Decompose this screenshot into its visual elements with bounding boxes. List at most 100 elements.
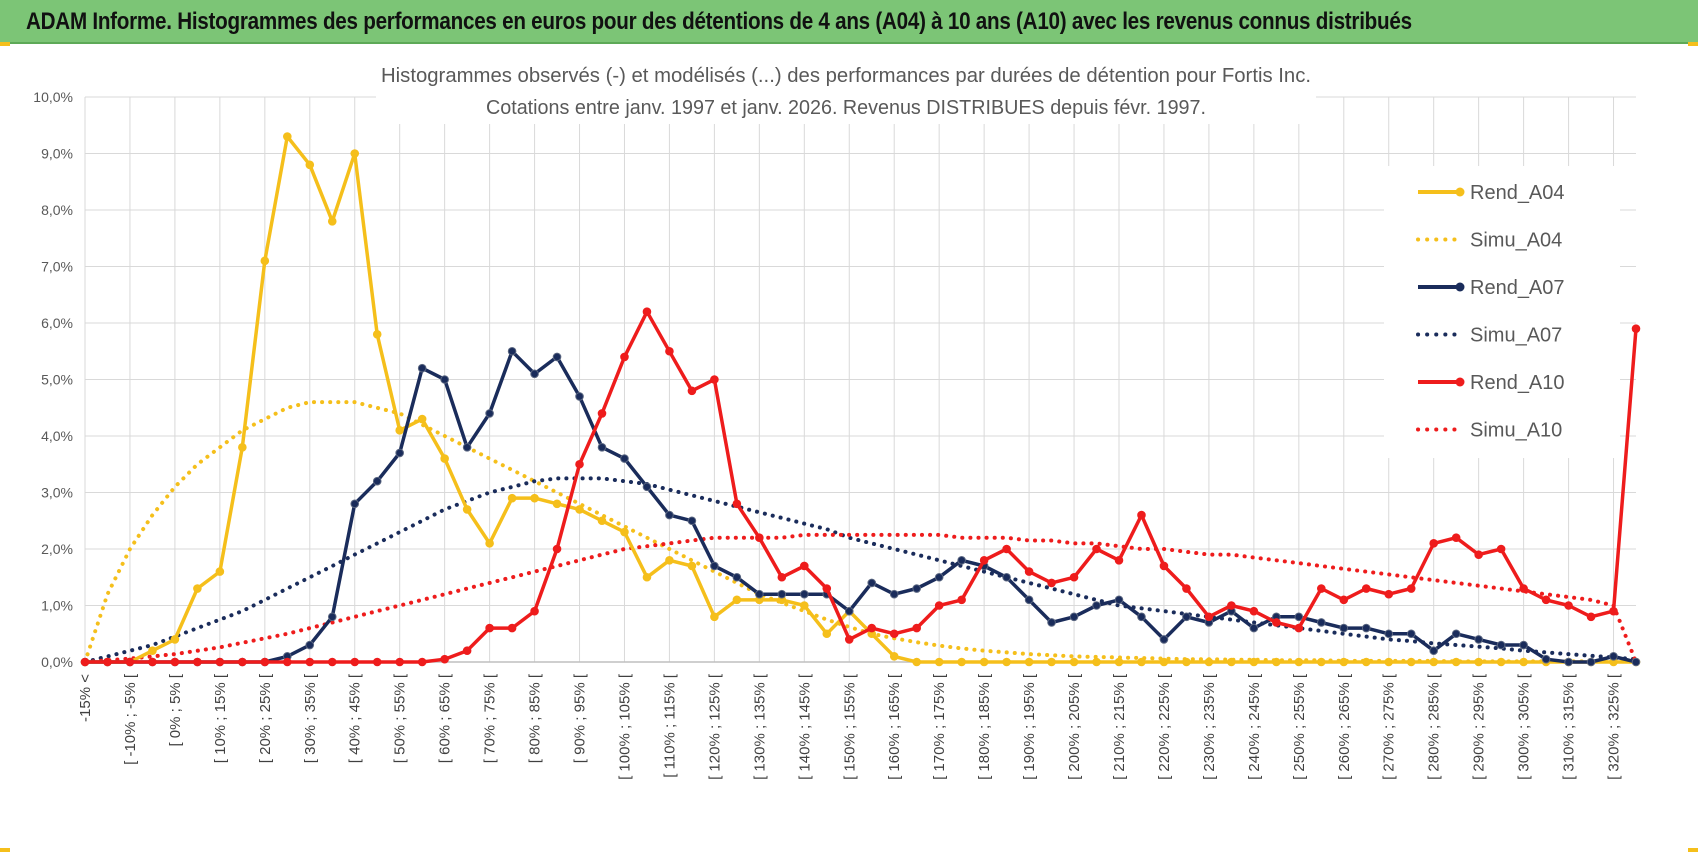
data-point	[215, 657, 225, 667]
x-tick-label: [ 50% ; 55% [	[392, 673, 409, 763]
data-point	[1249, 623, 1259, 633]
x-tick-label: [ 100% ; 105% [	[616, 673, 633, 780]
data-point	[440, 375, 449, 384]
data-point	[417, 363, 427, 373]
legend-label: Simu_A04	[1470, 230, 1562, 252]
data-point	[1249, 657, 1259, 667]
x-tick-label: [ 10% ; 15% [	[212, 673, 229, 763]
x-tick-label: [ 250% ; 255% [	[1291, 673, 1308, 780]
corner-marker	[0, 42, 10, 46]
data-point	[597, 409, 607, 418]
data-point	[1519, 657, 1528, 667]
data-point	[1137, 612, 1146, 622]
y-tick-label: 4,0%	[41, 428, 73, 444]
data-point	[1092, 657, 1101, 667]
data-point	[979, 657, 989, 667]
data-point	[372, 476, 382, 486]
data-point	[1631, 324, 1641, 333]
x-tick-label: [ 160% ; 165% [	[886, 673, 903, 780]
data-point	[1384, 657, 1394, 667]
data-point	[665, 510, 674, 520]
data-point	[889, 589, 899, 599]
data-point	[1586, 657, 1596, 667]
data-point	[283, 657, 292, 667]
data-point	[1227, 601, 1236, 610]
data-point	[687, 561, 697, 571]
data-point	[125, 657, 135, 667]
data-point	[1496, 657, 1506, 667]
data-point	[305, 640, 315, 650]
data-point	[350, 149, 360, 158]
data-point	[1114, 595, 1124, 605]
data-point	[1474, 657, 1483, 667]
data-point	[1204, 612, 1214, 622]
data-point	[1406, 584, 1416, 593]
data-point	[620, 527, 629, 537]
x-tick-label: [ 0% ; 5% [	[167, 673, 184, 746]
corner-marker	[1688, 42, 1698, 46]
data-point	[1519, 640, 1528, 650]
x-tick-label: [ 210% ; 215% [	[1111, 673, 1128, 780]
data-point	[1339, 595, 1349, 605]
data-point	[755, 533, 764, 543]
data-point	[372, 657, 382, 667]
data-point	[912, 584, 921, 593]
data-point	[440, 454, 449, 463]
chart-subtitle: Cotations entre janv. 1997 et janv. 2026…	[486, 97, 1206, 119]
histogram-chart: 0,0% 1,0% 2,0% 3,0% 4,0% 5,0% 6,0% 7,0% 8,0% 9,0%…	[33, 60, 1641, 780]
data-point	[979, 556, 989, 565]
data-point	[620, 454, 629, 463]
data-point	[1361, 657, 1371, 667]
x-tick-label: [ 20% ; 25% [	[257, 673, 274, 763]
data-point	[1564, 601, 1573, 610]
legend-item: Rend_A10	[1418, 372, 1565, 394]
y-tick-label: 8,0%	[41, 202, 73, 218]
data-point	[1541, 595, 1551, 605]
data-point	[507, 346, 517, 356]
data-point	[800, 561, 809, 571]
y-tick-label: 6,0%	[41, 315, 73, 331]
data-point	[844, 606, 854, 616]
series-rend-a10	[80, 307, 1641, 667]
data-point	[1092, 544, 1101, 554]
x-tick-label: [ 90% ; 95% [	[572, 673, 589, 763]
data-point	[1182, 657, 1191, 667]
y-tick-label: 10,0%	[33, 89, 73, 105]
data-point	[1092, 601, 1101, 610]
x-tick-label: [ 120% ; 125% [	[706, 673, 723, 780]
data-point	[350, 657, 360, 667]
legend-item: Simu_A10	[1416, 420, 1562, 442]
data-point	[777, 572, 787, 582]
data-point	[889, 629, 899, 639]
data-point	[1317, 618, 1326, 627]
x-tick-label: [ 80% ; 85% [	[527, 673, 544, 763]
x-tick-label: [ 300% ; 305% [	[1516, 673, 1533, 780]
data-point	[148, 657, 157, 667]
data-point	[575, 505, 584, 514]
data-point	[1159, 657, 1169, 667]
data-point	[1159, 635, 1169, 644]
data-point	[238, 443, 247, 452]
data-point	[844, 635, 854, 644]
y-tick-label: 5,0%	[41, 372, 73, 388]
data-point	[710, 612, 719, 622]
legend-marker	[1455, 377, 1465, 387]
y-tick-label: 0,0%	[41, 654, 73, 670]
data-point	[440, 654, 449, 664]
data-point	[1541, 654, 1551, 664]
data-point	[732, 572, 742, 582]
data-point	[1429, 539, 1438, 548]
data-point	[1384, 629, 1394, 639]
chart-title-background	[376, 60, 1316, 124]
data-point	[1069, 572, 1079, 582]
x-tick-label: [ 220% ; 225% [	[1156, 673, 1173, 780]
x-tick-label: [ 240% ; 245% [	[1246, 673, 1263, 780]
x-tick-label: [ 320% ; 325% [	[1606, 673, 1623, 780]
data-point	[170, 657, 180, 667]
data-point	[530, 369, 539, 379]
x-tick-label: [ 310% ; 315% [	[1561, 673, 1578, 780]
x-tick-label: [ 280% ; 285% [	[1426, 673, 1443, 780]
data-point	[552, 499, 562, 509]
y-tick-label: 9,0%	[41, 146, 73, 162]
data-point	[1451, 533, 1461, 543]
